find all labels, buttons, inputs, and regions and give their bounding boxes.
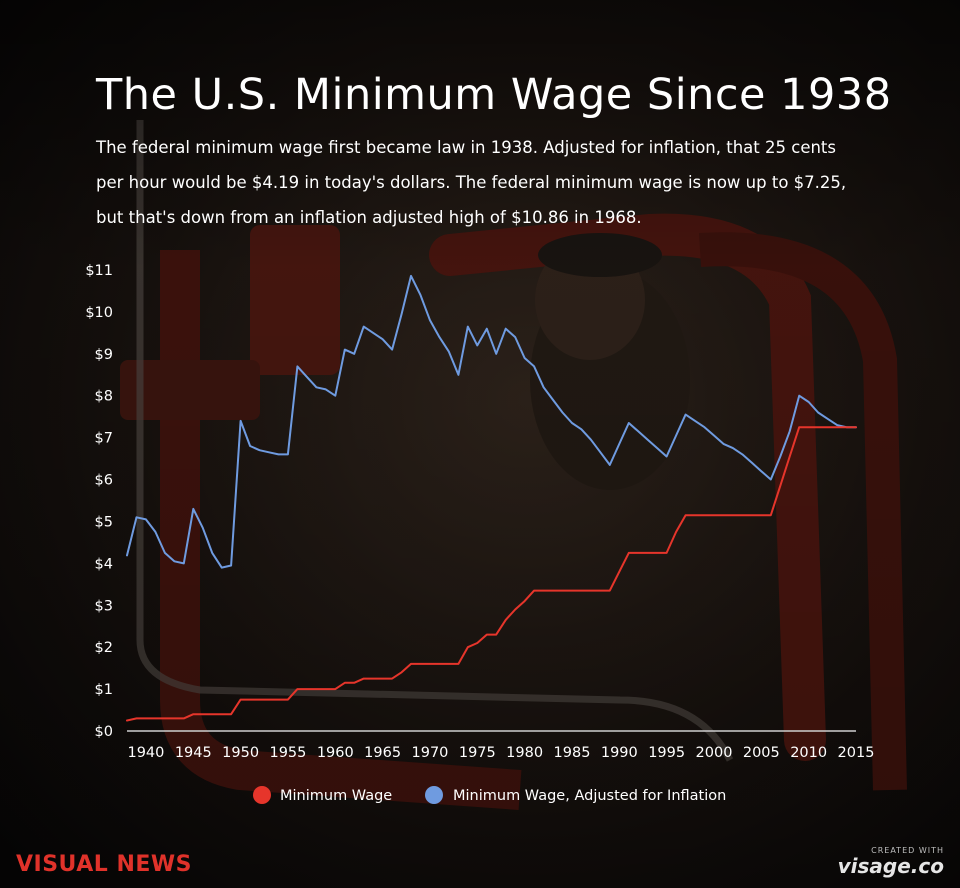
y-tick-label: $7 [95, 431, 113, 447]
x-tick-label: 1950 [222, 745, 259, 761]
x-tick-label: 2010 [790, 745, 827, 761]
series-line-adjusted-for-inflation [126, 274, 857, 569]
x-tick-label: 2005 [743, 745, 780, 761]
y-axis-tick-labels: $0 $1 $2 $3 $4 $5 $6 $7 $8 $9 $10 $11 [85, 263, 113, 740]
legend-item-minimum-wage[interactable]: Minimum Wage [253, 786, 392, 804]
y-tick-label: $8 [95, 389, 113, 405]
y-tick-label: $3 [95, 598, 113, 614]
y-tick-label: $10 [85, 305, 113, 321]
y-tick-label: $4 [95, 556, 113, 572]
y-tick-label: $6 [95, 473, 113, 489]
x-tick-label: 2000 [696, 745, 733, 761]
y-tick-label: $2 [95, 640, 113, 656]
y-tick-label: $0 [95, 724, 113, 740]
visage-logo: visage.co [837, 854, 944, 878]
visual-news-logo: VISUAL NEWS [16, 852, 192, 877]
chart-title: The U.S. Minimum Wage Since 1938 [96, 70, 892, 120]
series-lines [126, 274, 857, 722]
legend-item-adjusted-for-inflation[interactable]: Minimum Wage, Adjusted for Inflation [425, 786, 726, 804]
x-tick-label: 1955 [269, 745, 306, 761]
x-tick-label: 1985 [554, 745, 591, 761]
legend-label: Minimum Wage [280, 788, 392, 804]
x-tick-label: 1975 [459, 745, 496, 761]
y-tick-label: $11 [85, 263, 113, 279]
y-tick-label: $1 [95, 682, 113, 698]
x-tick-label: 1970 [412, 745, 449, 761]
x-tick-label: 1990 [601, 745, 638, 761]
legend-swatch [253, 786, 271, 804]
legend-swatch [425, 786, 443, 804]
series-line-minimum-wage [126, 426, 857, 722]
visage-credit: CREATED WITH visage.co [838, 846, 944, 877]
x-tick-label: 1960 [317, 745, 354, 761]
x-tick-label: 2015 [838, 745, 875, 761]
chart-subtitle: The federal minimum wage first became la… [96, 138, 847, 227]
chart-legend: Minimum Wage Minimum Wage, Adjusted for I… [253, 786, 726, 804]
x-tick-label: 1995 [648, 745, 685, 761]
x-tick-label: 1980 [506, 745, 543, 761]
y-tick-label: $5 [95, 514, 113, 530]
x-axis-tick-labels: 1940 1945 1950 1955 1960 1965 1970 1975 1980 1985… [127, 745, 874, 761]
y-tick-label: $9 [95, 347, 113, 363]
x-tick-label: 1940 [127, 745, 164, 761]
legend-label: Minimum Wage, Adjusted for Inflation [453, 788, 726, 804]
created-with-label: CREATED WITH [871, 846, 944, 855]
x-tick-label: 1945 [175, 745, 212, 761]
x-tick-label: 1965 [364, 745, 401, 761]
